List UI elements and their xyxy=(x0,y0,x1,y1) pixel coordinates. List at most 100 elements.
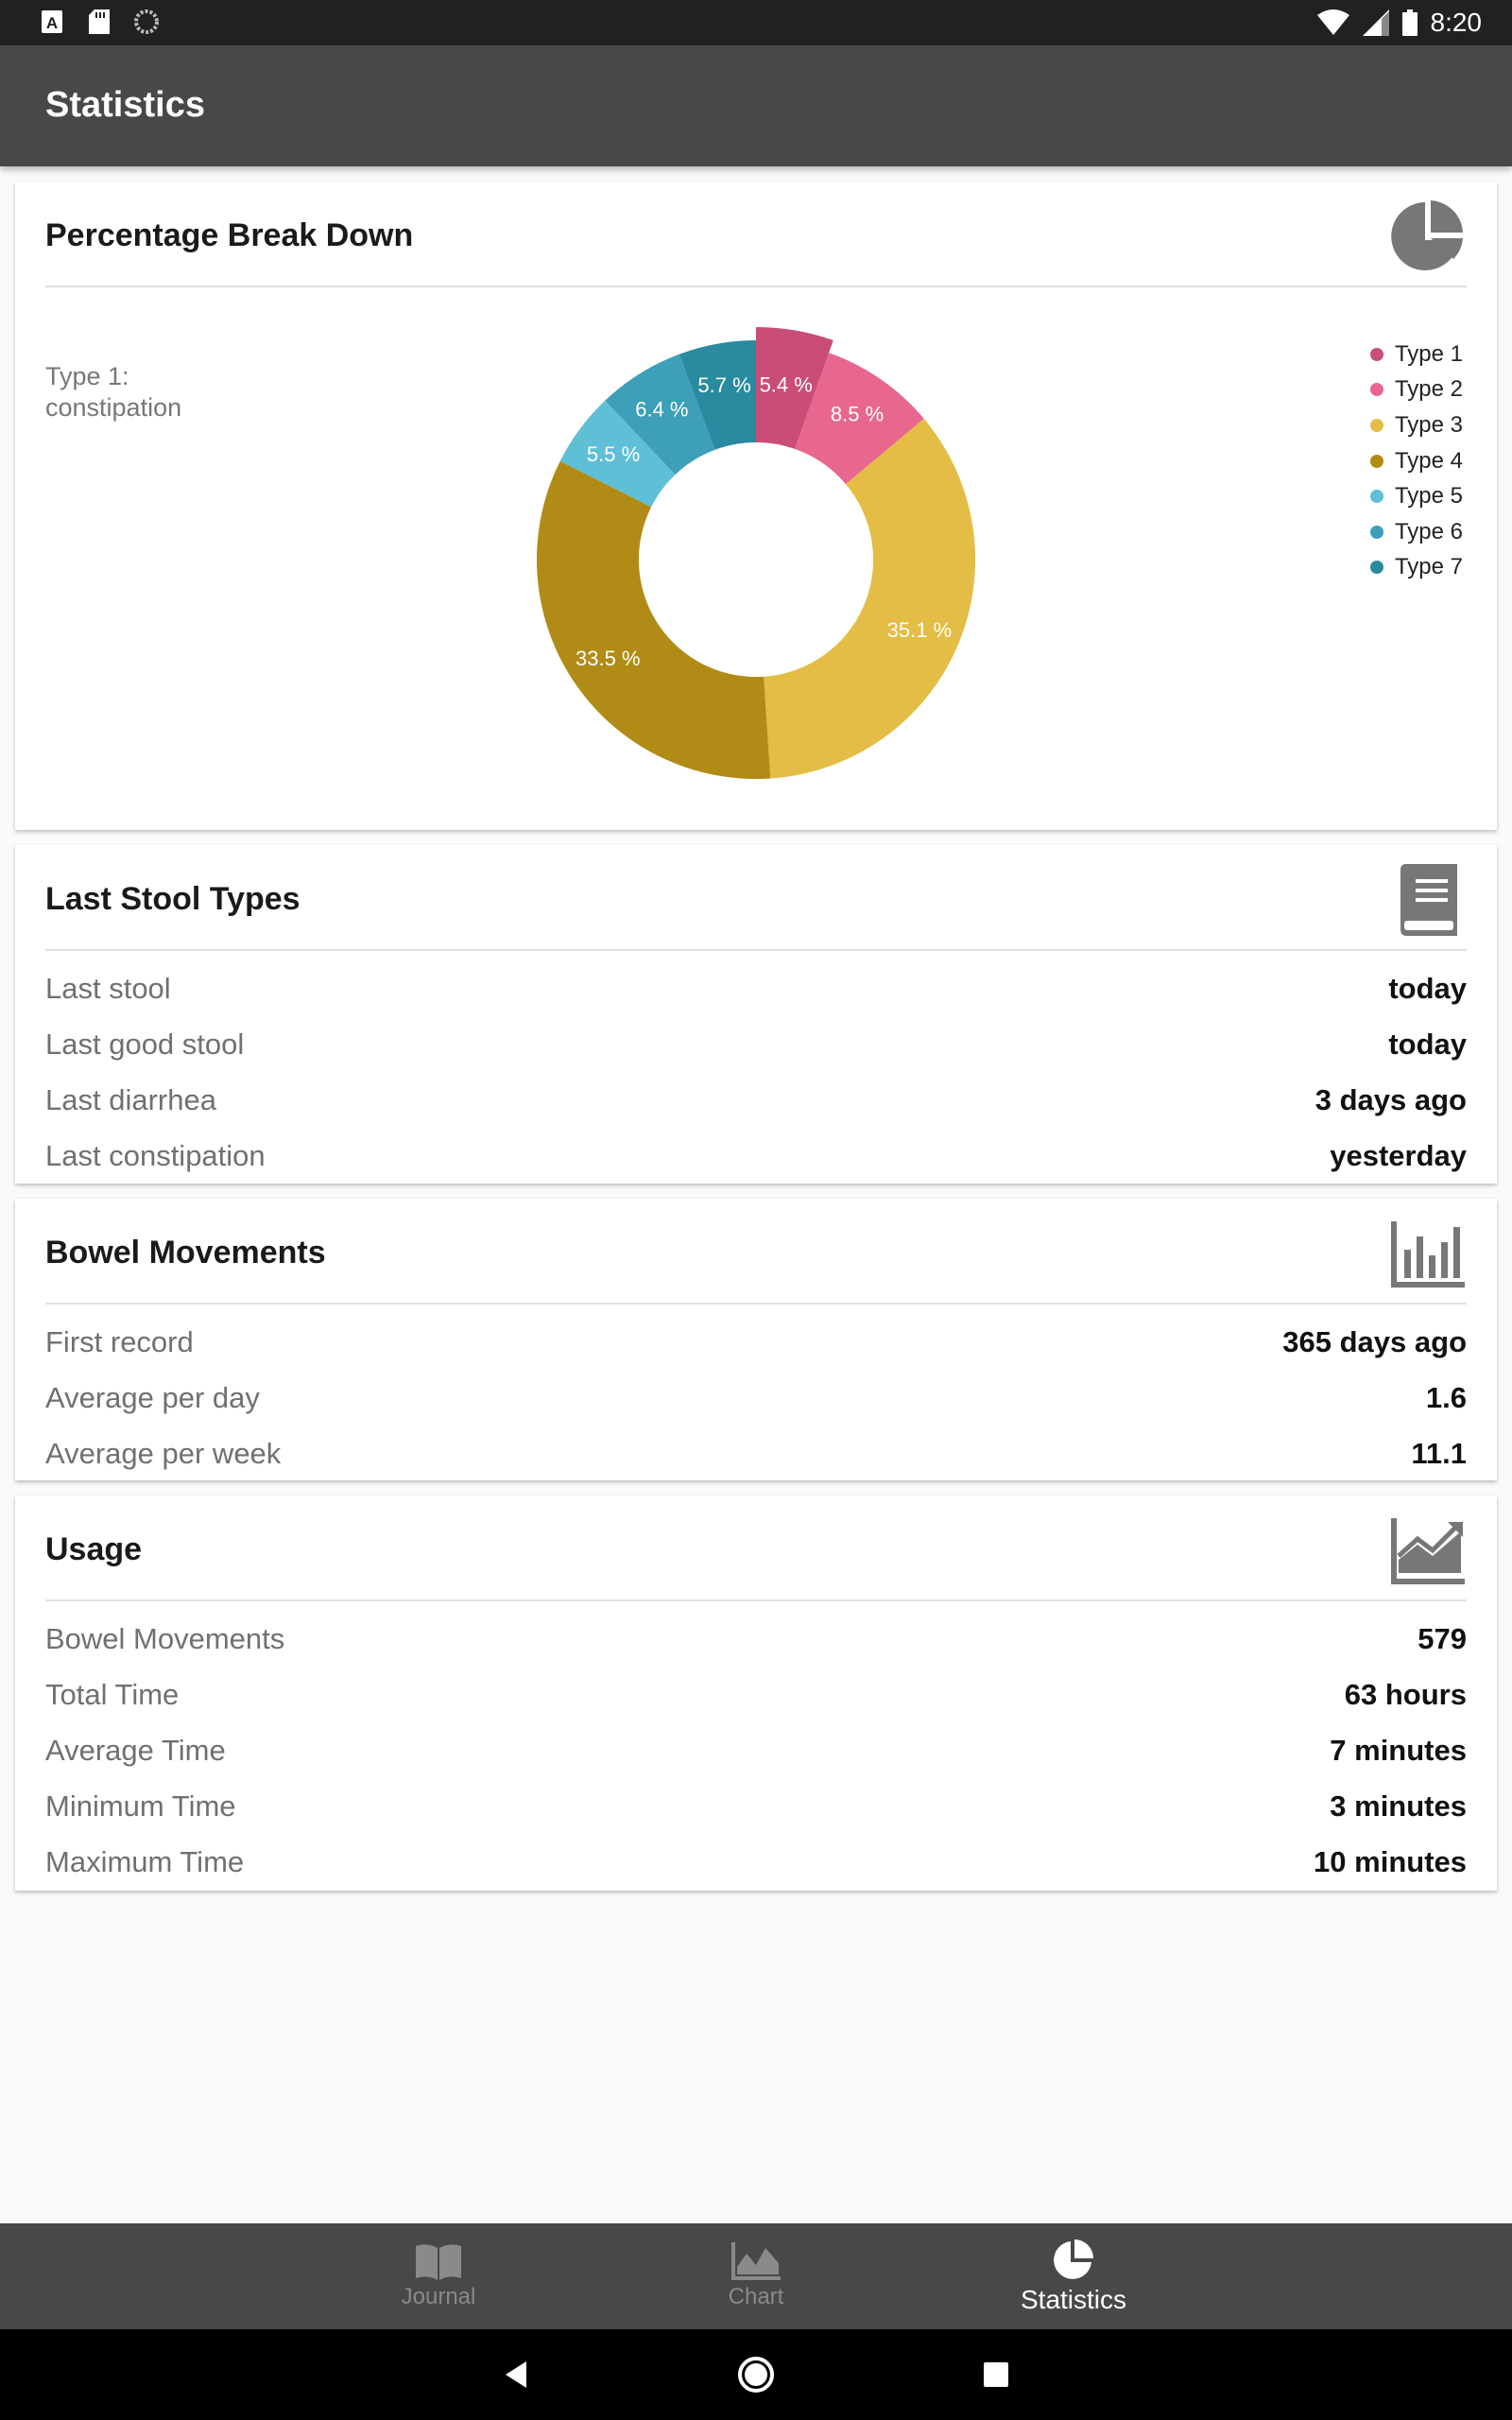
chart-legend: Type 1 Type 2 Type 3 Type 4 Type 5 Type 6 Type… xyxy=(1369,337,1463,586)
recents-icon[interactable] xyxy=(973,2352,1019,2397)
legend-swatch xyxy=(1369,561,1383,575)
legend-item[interactable]: Type 6 xyxy=(1369,514,1463,550)
stat-value: 3 minutes xyxy=(1330,1789,1467,1823)
stat-label: Bowel Movements xyxy=(45,1621,285,1655)
legend-swatch xyxy=(1369,490,1383,504)
pie-slice-type-6[interactable] xyxy=(605,354,715,475)
card-title: Bowel Movements xyxy=(45,1235,326,1270)
pie-slice-type-2[interactable] xyxy=(795,353,924,485)
stat-row: Last constipation yesterday xyxy=(45,1128,1467,1184)
pie-slice-type-3[interactable] xyxy=(764,418,975,779)
back-icon[interactable] xyxy=(493,2352,539,2397)
book-icon xyxy=(1387,860,1467,940)
card-header: Bowel Movements xyxy=(45,1199,1467,1305)
status-time: 8:20 xyxy=(1430,8,1483,37)
legend-label: Type 4 xyxy=(1394,447,1463,474)
stat-value: today xyxy=(1388,971,1467,1005)
stat-row: Last stool today xyxy=(45,960,1467,1016)
nav-chart[interactable]: Chart xyxy=(652,2223,860,2329)
sync-icon xyxy=(134,8,159,36)
pie-slice-type-4[interactable] xyxy=(537,460,771,779)
stat-label: First record xyxy=(45,1324,194,1358)
nav-statistics[interactable]: Statistics xyxy=(970,2223,1177,2329)
stat-row: Average per day 1.6 xyxy=(45,1370,1467,1426)
pie-slice-type-5[interactable] xyxy=(559,400,676,508)
stat-label: Average per day xyxy=(45,1380,260,1414)
nav-label: Chart xyxy=(728,2284,784,2309)
legend-item[interactable]: Type 7 xyxy=(1369,550,1463,586)
donut-inner-ring xyxy=(639,442,873,677)
nav-label: Journal xyxy=(401,2284,476,2309)
chart-icon xyxy=(731,2242,781,2280)
legend-label: Type 3 xyxy=(1394,411,1463,438)
legend-item[interactable]: Type 4 xyxy=(1369,443,1463,479)
legend-item[interactable]: Type 1 xyxy=(1369,337,1463,372)
stat-label: Last stool xyxy=(45,971,171,1005)
home-icon[interactable] xyxy=(733,2352,779,2397)
battery-icon xyxy=(1401,9,1418,36)
legend-label: Type 6 xyxy=(1394,518,1463,544)
donut-chart[interactable]: 5.4 % 8.5 % 35.1 % 33.5 % 5.5 % 6.4 % 5.7 % xyxy=(15,182,1497,830)
legend-label: Type 5 xyxy=(1394,483,1463,510)
card-header: Usage xyxy=(45,1495,1467,1601)
pie-slice-type-7[interactable] xyxy=(679,340,756,450)
stat-label: Average per week xyxy=(45,1436,282,1470)
card-header: Last Stool Types xyxy=(45,845,1467,951)
stat-label: Total Time xyxy=(45,1677,180,1711)
percentage-breakdown-card: Percentage Break Down Type 1: constipati… xyxy=(15,182,1497,830)
selected-slice-caption: Type 1: constipation xyxy=(45,361,181,424)
stat-row: Average per week 11.1 xyxy=(45,1426,1467,1481)
legend-item[interactable]: Type 2 xyxy=(1369,372,1463,408)
wifi-icon xyxy=(1316,9,1349,35)
nav-journal[interactable]: Journal xyxy=(335,2223,542,2329)
stat-row: Total Time 63 hours xyxy=(45,1667,1467,1722)
stat-value: 1.6 xyxy=(1425,1380,1467,1414)
signal-icon xyxy=(1362,9,1389,36)
svg-text:A: A xyxy=(46,14,58,32)
a-icon: A xyxy=(40,8,64,36)
card-header: Percentage Break Down xyxy=(45,182,1467,287)
slice-label: 5.5 % xyxy=(587,442,640,466)
stat-row: Last diarrhea 3 days ago xyxy=(45,1072,1467,1128)
bottom-navigation: Journal Chart Statistics xyxy=(0,2223,1512,2329)
system-navigation-bar xyxy=(0,2329,1512,2420)
stat-value: 3 days ago xyxy=(1314,1082,1467,1116)
slice-label: 8.5 % xyxy=(831,402,884,425)
slice-label: 33.5 % xyxy=(576,647,641,670)
legend-item[interactable]: Type 3 xyxy=(1369,407,1463,443)
usage-card: Usage Bowel Movements 579 Total Time 63 hou… xyxy=(15,1495,1497,1891)
line-chart-icon xyxy=(1387,1511,1467,1590)
stat-value: yesterday xyxy=(1330,1138,1467,1172)
stat-row: Minimum Time 3 minutes xyxy=(45,1778,1467,1834)
stat-label: Minimum Time xyxy=(45,1789,236,1823)
stat-label: Last diarrhea xyxy=(45,1082,216,1116)
legend-label: Type 7 xyxy=(1394,554,1463,580)
statistics-icon xyxy=(1054,2239,1093,2279)
legend-swatch xyxy=(1369,418,1383,432)
stat-label: Average Time xyxy=(45,1733,226,1767)
legend-item[interactable]: Type 5 xyxy=(1369,478,1463,514)
legend-swatch xyxy=(1369,454,1383,468)
slice-label: 5.4 % xyxy=(760,373,813,397)
pie-slice-type-1[interactable] xyxy=(756,327,833,450)
pie-chart-icon xyxy=(1387,197,1467,276)
last-stool-rows: Last stool today Last good stool today Last … xyxy=(45,960,1467,1184)
legend-swatch xyxy=(1369,347,1383,361)
legend-label: Type 1 xyxy=(1394,340,1463,367)
bowel-movements-card: Bowel Movements First record 365 days ago… xyxy=(15,1199,1497,1480)
nav-label: Statistics xyxy=(1020,2285,1127,2314)
page-title: Statistics xyxy=(45,85,205,125)
stat-value: 365 days ago xyxy=(1282,1324,1467,1358)
stat-row: Bowel Movements 579 xyxy=(45,1611,1467,1667)
caption-description: constipation xyxy=(45,393,182,422)
status-bar: A 8:20 xyxy=(0,0,1512,45)
card-title: Percentage Break Down xyxy=(45,217,414,253)
journal-icon xyxy=(416,2244,461,2280)
stat-value: 11.1 xyxy=(1411,1436,1467,1470)
stat-value: 10 minutes xyxy=(1314,1844,1467,1878)
bar-chart-icon xyxy=(1387,1214,1467,1293)
legend-label: Type 2 xyxy=(1394,376,1463,403)
stat-row: Maximum Time 10 minutes xyxy=(45,1834,1467,1890)
app-bar: Statistics xyxy=(0,45,1512,166)
stat-row: Average Time 7 minutes xyxy=(45,1722,1467,1778)
